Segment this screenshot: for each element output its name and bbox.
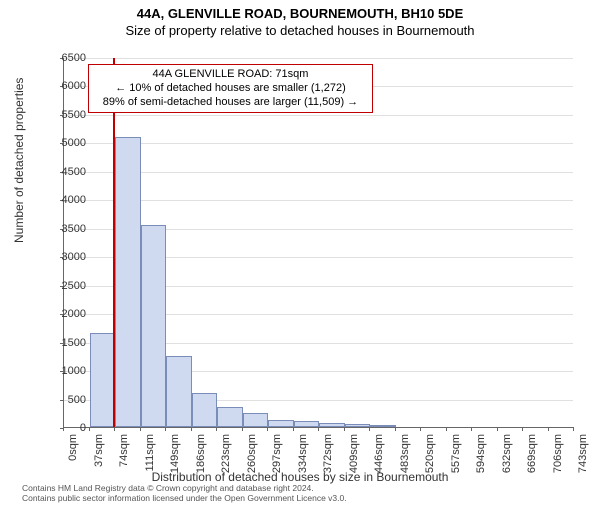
x-tick-mark [318, 427, 319, 431]
x-tick-mark [216, 427, 217, 431]
y-tick-label: 5500 [46, 109, 86, 121]
callout-line2: ← 10% of detached houses are smaller (1,… [95, 82, 366, 96]
x-tick-mark [191, 427, 192, 431]
credits: Contains HM Land Registry data © Crown c… [22, 484, 347, 504]
grid-line [64, 115, 573, 116]
x-tick-mark [446, 427, 447, 431]
y-tick-label: 3000 [46, 251, 86, 263]
x-tick-mark [89, 427, 90, 431]
callout-box: 44A GLENVILLE ROAD: 71sqm ← 10% of detac… [88, 64, 373, 113]
callout-line1: 44A GLENVILLE ROAD: 71sqm [95, 68, 366, 82]
y-tick-label: 0 [46, 422, 86, 434]
x-tick-mark [471, 427, 472, 431]
histogram-bar [268, 420, 294, 427]
y-tick-label: 4500 [46, 166, 86, 178]
x-tick-mark [63, 427, 64, 431]
x-tick-mark [114, 427, 115, 431]
plot-area [63, 58, 573, 428]
x-tick-mark [293, 427, 294, 431]
x-tick-label-wrap: 743sqm [527, 434, 577, 446]
x-tick-mark [420, 427, 421, 431]
chart-title-line2: Size of property relative to detached ho… [0, 23, 600, 38]
histogram-bar [141, 225, 167, 427]
callout-line3: 89% of semi-detached houses are larger (… [95, 96, 366, 110]
histogram-bar [166, 356, 192, 427]
x-tick-mark [140, 427, 141, 431]
y-tick-label: 1500 [46, 337, 86, 349]
histogram-bar [90, 333, 116, 427]
y-tick-label: 1000 [46, 365, 86, 377]
chart-title-line1: 44A, GLENVILLE ROAD, BOURNEMOUTH, BH10 5… [0, 6, 600, 21]
x-tick-mark [267, 427, 268, 431]
x-tick-mark [497, 427, 498, 431]
y-tick-label: 3500 [46, 223, 86, 235]
credits-line2: Contains public sector information licen… [22, 494, 347, 504]
grid-line [64, 58, 573, 59]
histogram-bar [192, 393, 218, 427]
x-tick-mark [242, 427, 243, 431]
histogram-bar [345, 424, 371, 427]
x-tick-mark [522, 427, 523, 431]
x-tick-mark [344, 427, 345, 431]
y-tick-label: 4000 [46, 194, 86, 206]
x-tick-label: 743sqm [577, 434, 589, 484]
marker-line [113, 58, 115, 427]
x-tick-mark [548, 427, 549, 431]
y-tick-label: 6500 [46, 52, 86, 64]
histogram-bar [294, 421, 320, 427]
x-tick-mark [165, 427, 166, 431]
x-tick-mark [573, 427, 574, 431]
histogram-bar [243, 413, 269, 427]
y-tick-label: 2000 [46, 308, 86, 320]
histogram-bar [319, 423, 345, 427]
x-tick-mark [395, 427, 396, 431]
y-tick-label: 5000 [46, 137, 86, 149]
histogram-bar [115, 137, 141, 427]
histogram-bar [217, 407, 243, 427]
histogram-bar [370, 425, 396, 427]
x-tick-mark [369, 427, 370, 431]
y-axis-label: Number of detached properties [12, 78, 26, 243]
y-tick-label: 2500 [46, 280, 86, 292]
y-tick-label: 500 [46, 394, 86, 406]
y-tick-label: 6000 [46, 80, 86, 92]
